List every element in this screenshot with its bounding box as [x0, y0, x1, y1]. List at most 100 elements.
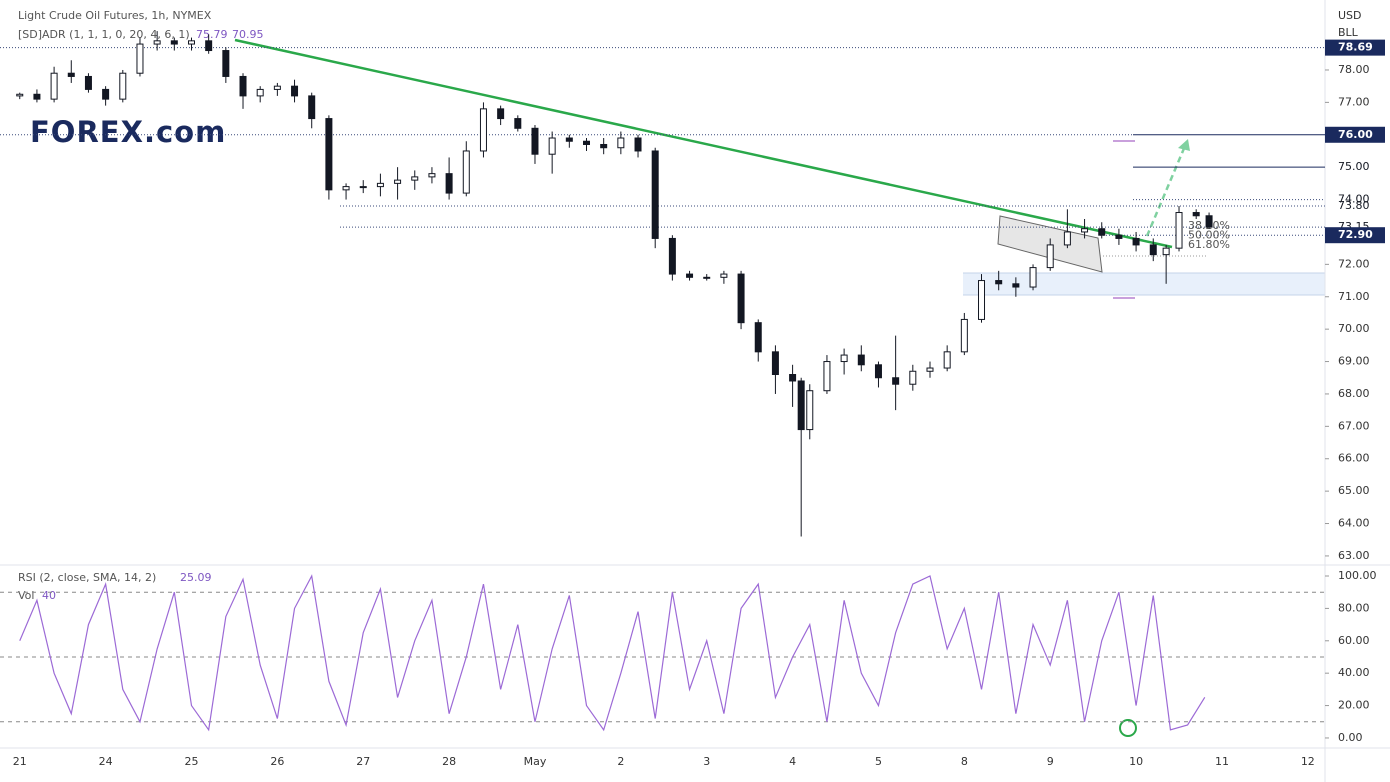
candle-body — [823, 361, 831, 392]
volume-value: 40 — [42, 589, 56, 602]
candle-body — [1115, 234, 1123, 239]
y-tick-label: 66.00 — [1338, 452, 1370, 465]
price-label: 74.00 — [1338, 193, 1370, 206]
y-tick-label: 63.00 — [1338, 549, 1370, 562]
candle-body — [256, 88, 264, 97]
trendline — [234, 38, 1173, 249]
candle-body — [428, 173, 436, 178]
indicator-value: 70.95 — [232, 28, 264, 41]
candle-body — [514, 118, 522, 129]
candle-body — [359, 186, 367, 189]
candle-body — [1192, 212, 1200, 217]
candle-body — [857, 354, 865, 366]
x-tick-label: 11 — [1215, 755, 1229, 768]
y-tick-label: 60.00 — [1338, 634, 1370, 647]
y-tick-label: 64.00 — [1338, 517, 1370, 530]
candle-body — [170, 40, 178, 45]
y-tick-label: 71.00 — [1338, 290, 1370, 303]
x-tick-label: 25 — [184, 755, 198, 768]
x-tick-label: 12 — [1301, 755, 1315, 768]
candle-body — [686, 273, 694, 278]
candle-body — [1149, 244, 1157, 256]
candle-body — [376, 182, 384, 188]
candle-body — [943, 351, 951, 369]
candle-body — [565, 137, 573, 142]
candle-body — [1012, 283, 1020, 288]
candle-body — [874, 364, 882, 379]
candle-body — [84, 75, 92, 90]
candle-body — [583, 140, 591, 145]
y-tick-label: 20.00 — [1338, 699, 1370, 712]
x-tick-label: 8 — [961, 755, 968, 768]
candle-body — [634, 137, 642, 152]
price-label-box — [1325, 227, 1385, 244]
x-tick-label: 21 — [13, 755, 27, 768]
candle-body — [617, 137, 625, 149]
candle-body — [33, 93, 41, 100]
candle-body — [1081, 228, 1089, 233]
indicator-value: 75.79 — [196, 28, 228, 41]
candle-body — [797, 380, 805, 431]
fib-label: 50.00% — [1188, 229, 1230, 242]
candle-body — [1162, 247, 1170, 256]
candle-body — [892, 377, 900, 385]
x-tick-label: 10 — [1129, 755, 1143, 768]
candle-body — [342, 186, 350, 191]
candle-body — [1132, 237, 1140, 246]
candle-body — [136, 43, 144, 74]
candle-body — [1098, 228, 1106, 236]
price-label: 78.69 — [1338, 41, 1373, 54]
candle-body — [102, 88, 110, 100]
candle-body — [325, 118, 333, 191]
candle-body — [978, 280, 986, 320]
candle-body — [840, 354, 848, 363]
x-tick-label: May — [524, 755, 547, 768]
candle-body — [548, 137, 556, 155]
x-tick-label: 3 — [703, 755, 710, 768]
rsi-line — [19, 574, 1206, 732]
candle-body — [960, 318, 968, 353]
x-tick-label: 28 — [442, 755, 456, 768]
candle-body — [531, 127, 539, 155]
x-tick-label: 2 — [617, 755, 624, 768]
y-tick-label: 70.00 — [1338, 322, 1370, 335]
candle-body — [394, 179, 402, 184]
x-tick-label: 26 — [270, 755, 284, 768]
candle-body — [1175, 212, 1183, 249]
candle-body — [651, 150, 659, 239]
candle-body — [1063, 231, 1071, 246]
indicator-label: [SD]ADR (1, 1, 1, 0, 20, 4, 6, 1) — [18, 28, 190, 41]
x-tick-label: 27 — [356, 755, 370, 768]
y-tick-label: 69.00 — [1338, 355, 1370, 368]
x-tick-label: 4 — [789, 755, 796, 768]
arrow-head — [1178, 139, 1190, 151]
candle-body — [754, 322, 762, 353]
y-tick-label: 0.00 — [1338, 731, 1363, 744]
y-tick-label: 68.00 — [1338, 387, 1370, 400]
candle-body — [222, 50, 230, 77]
candle-body — [445, 173, 453, 194]
candle-body — [909, 370, 917, 385]
support-zone — [963, 273, 1325, 295]
candle-body — [239, 75, 247, 97]
candle-body — [67, 72, 75, 77]
currency: USD — [1338, 9, 1362, 22]
rsi-highlight — [1119, 719, 1137, 737]
candle-body — [737, 273, 745, 324]
candle-body — [789, 374, 797, 382]
candle-body — [50, 72, 58, 100]
candle-body — [497, 108, 505, 120]
rsi-title: RSI (2, close, SMA, 14, 2) — [18, 571, 156, 584]
candle-body — [291, 85, 299, 97]
y-tick-label: 40.00 — [1338, 666, 1370, 679]
rsi-value: 25.09 — [180, 571, 212, 584]
y-tick-label: 78.00 — [1338, 63, 1370, 76]
unit: BLL — [1338, 26, 1359, 39]
y-tick-label: 67.00 — [1338, 419, 1370, 432]
candle-body — [16, 93, 24, 97]
candle-body — [411, 176, 419, 181]
candle-body — [462, 150, 470, 194]
logo: FOREX.com — [30, 115, 226, 149]
